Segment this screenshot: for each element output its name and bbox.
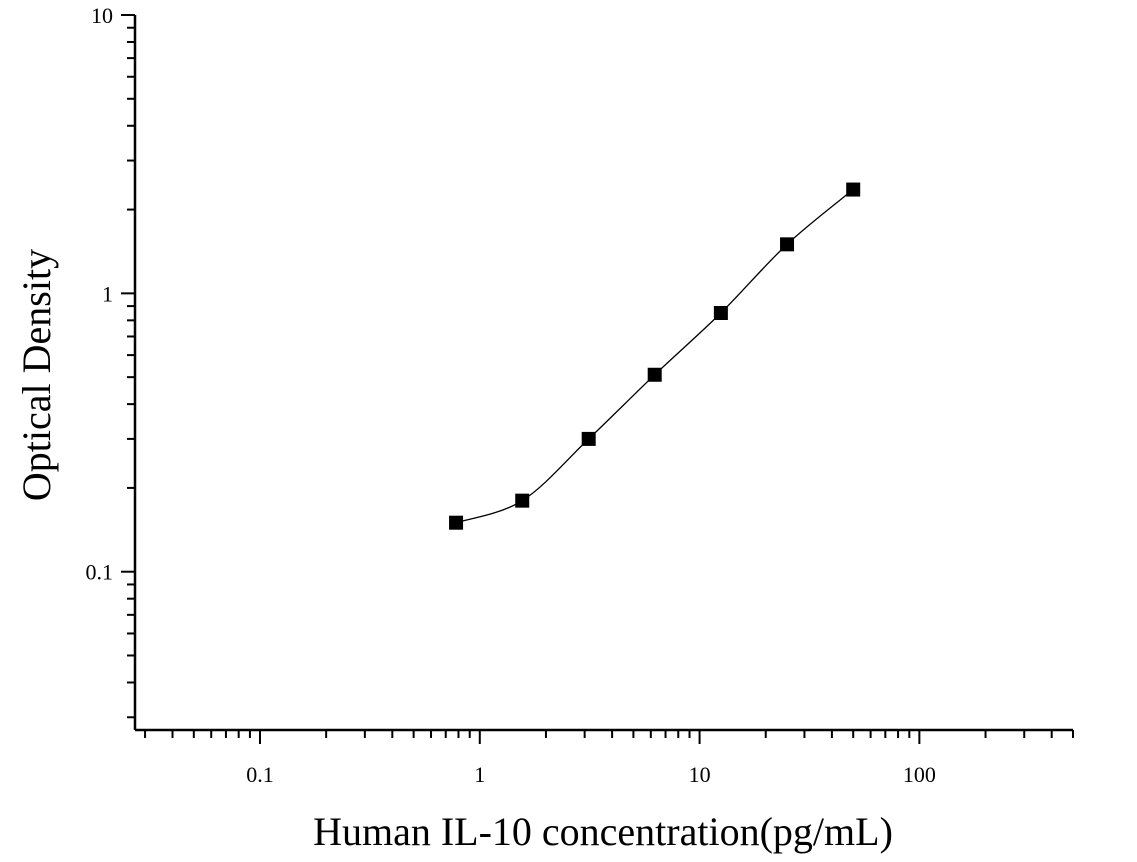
y-axis-title: Optical Density [14, 249, 59, 501]
y-tick-label: 10 [91, 3, 113, 28]
data-points [449, 182, 861, 530]
data-point [713, 306, 728, 321]
x-axis-ticks: 0.1 1 10 100 [144, 730, 1074, 787]
data-point [846, 182, 861, 197]
data-point [581, 431, 596, 446]
y-tick-label: 0.1 [86, 560, 114, 585]
x-tick-label: 10 [689, 762, 711, 787]
y-axis-ticks: 0.1 1 10 [86, 3, 135, 719]
data-point [647, 367, 662, 382]
x-tick-label: 1 [474, 762, 485, 787]
x-axis-title: Human IL-10 concentration(pg/mL) [313, 809, 893, 854]
x-tick-label: 0.1 [246, 762, 274, 787]
data-point [780, 237, 795, 252]
y-tick-label: 1 [102, 281, 113, 306]
data-point [515, 493, 530, 508]
x-tick-label: 100 [903, 762, 936, 787]
data-point [449, 515, 464, 530]
